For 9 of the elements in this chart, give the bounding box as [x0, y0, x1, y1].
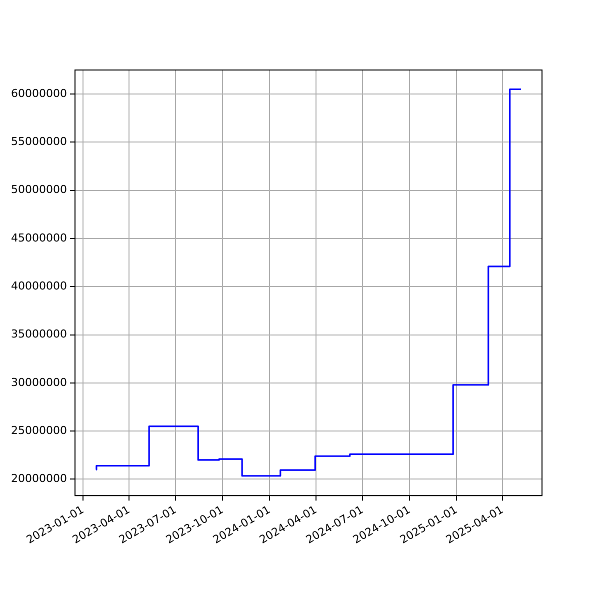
y-tick-label: 35000000 [10, 328, 67, 341]
y-tick-label: 50000000 [10, 183, 67, 196]
y-tick-label: 20000000 [10, 472, 67, 486]
y-tick-label: 60000000 [10, 86, 67, 100]
y-tick-label: 45000000 [10, 231, 67, 244]
y-tick-label: 30000000 [10, 376, 67, 389]
y-tick-label: 55000000 [10, 135, 67, 148]
y-tick-label: 25000000 [10, 424, 67, 437]
y-tick-label: 40000000 [10, 280, 67, 293]
